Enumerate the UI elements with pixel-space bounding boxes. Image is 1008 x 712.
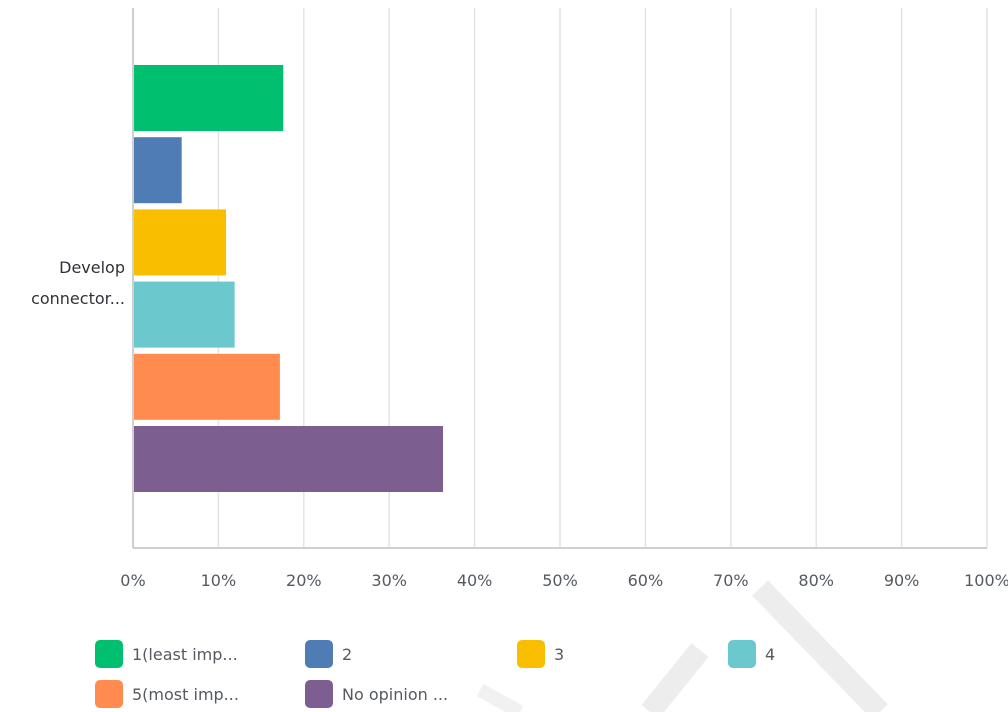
x-tick-label: 10% xyxy=(201,571,237,590)
x-tick-label: 40% xyxy=(457,571,493,590)
legend-label: 5(most imp... xyxy=(132,684,239,704)
x-tick-labels: 0% 10% 20% 30% 40% 50% 60% 70% 80% 90% 100% xyxy=(120,571,1008,590)
legend-swatch xyxy=(95,640,123,668)
category-labels: Develop connector... xyxy=(31,258,125,308)
legend-item-5[interactable]: 5(most imp... xyxy=(95,680,239,708)
x-tick-label: 70% xyxy=(713,571,749,590)
axes xyxy=(132,8,987,549)
x-tick-label: 100% xyxy=(964,571,1008,590)
legend-item-3[interactable]: 3 xyxy=(517,640,564,668)
category-label-line-2: connector... xyxy=(31,289,125,308)
bar-3[interactable] xyxy=(134,209,227,276)
x-tick-label: 0% xyxy=(120,571,145,590)
legend-item-6[interactable]: No opinion ... xyxy=(305,680,448,708)
legend-swatch xyxy=(517,640,545,668)
bar-1[interactable] xyxy=(134,65,284,131)
legend-swatch xyxy=(95,680,123,708)
x-tick-label: 50% xyxy=(542,571,578,590)
category-label-line-1: Develop xyxy=(59,258,125,277)
x-tick-label: 80% xyxy=(798,571,834,590)
bar-6[interactable] xyxy=(134,426,444,492)
x-tick-label: 60% xyxy=(628,571,664,590)
bars xyxy=(134,65,444,492)
bar-2[interactable] xyxy=(134,137,182,204)
bar-5[interactable] xyxy=(134,353,280,420)
x-tick-label: 30% xyxy=(371,571,407,590)
legend-swatch xyxy=(728,640,756,668)
legend-label: 2 xyxy=(342,644,353,664)
legend-item-1[interactable]: 1(least imp... xyxy=(95,640,238,668)
legend-item-2[interactable]: 2 xyxy=(305,640,352,668)
legend-swatch xyxy=(305,680,333,708)
legend-item-4[interactable]: 4 xyxy=(728,640,775,668)
gridlines xyxy=(217,8,988,548)
legend-label: 4 xyxy=(765,644,776,664)
legend-label: 1(least imp... xyxy=(132,644,238,664)
x-tick-label: 20% xyxy=(286,571,322,590)
legend-label: No opinion ... xyxy=(342,684,449,704)
legend-swatch xyxy=(305,640,333,668)
bar-4[interactable] xyxy=(134,281,235,348)
x-tick-label: 90% xyxy=(884,571,920,590)
legend-label: 3 xyxy=(554,644,565,664)
